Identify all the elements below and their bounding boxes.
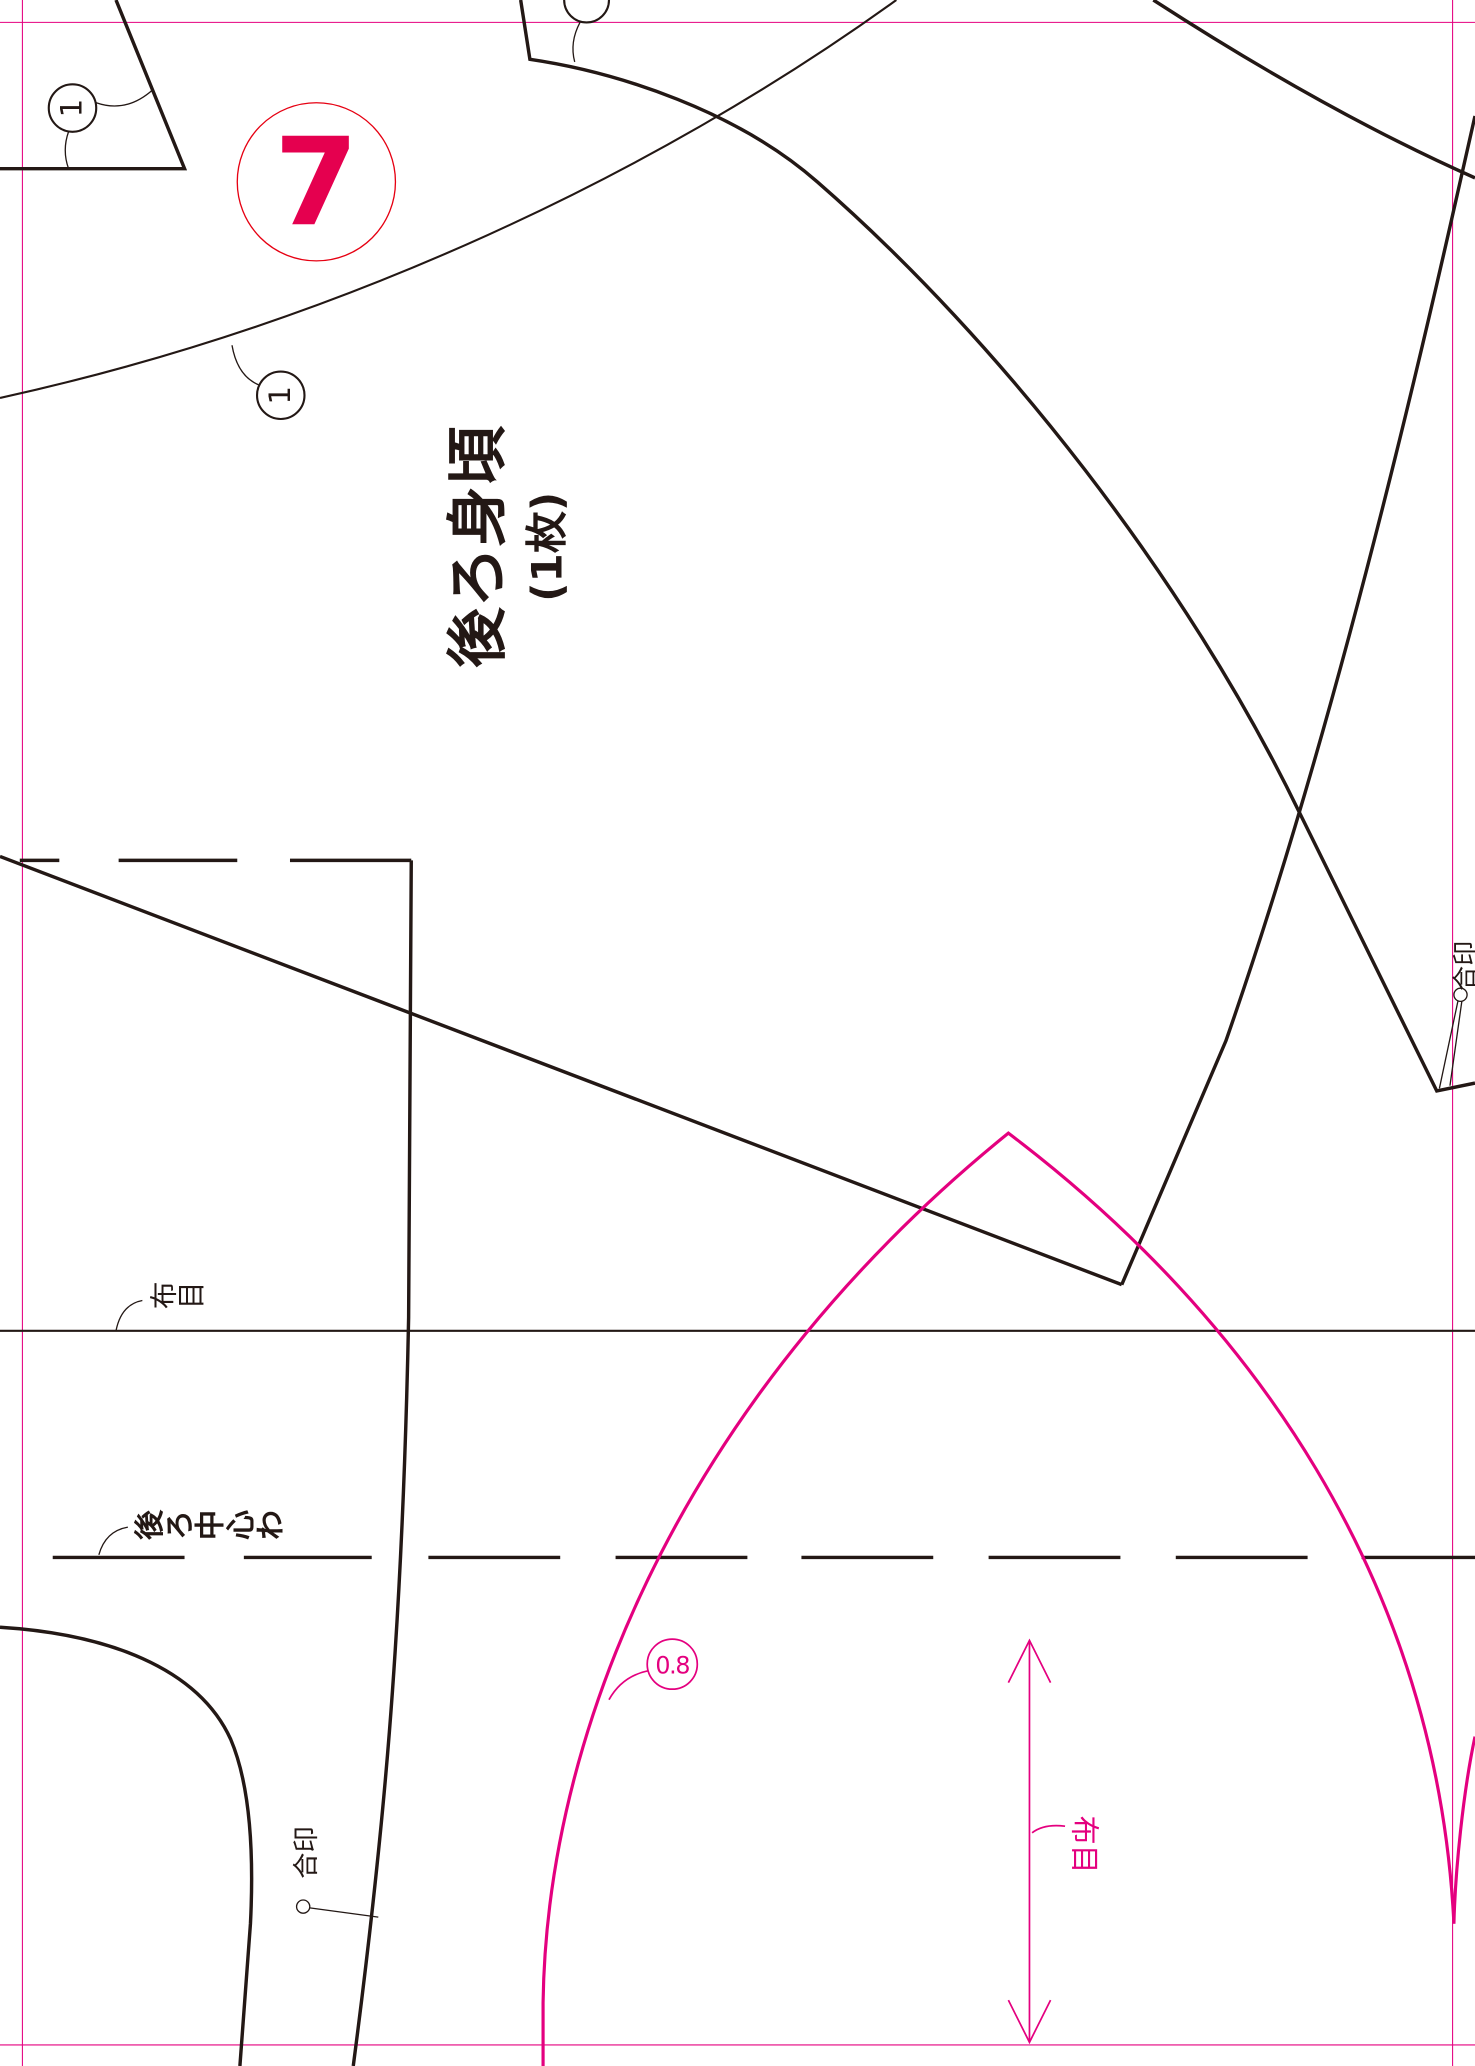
pink-grain-arrow: 布目 <box>1007 1638 1101 2045</box>
center-back-fold-leader <box>98 1526 128 1555</box>
match-mark-right: 合印 <box>1438 941 1475 1089</box>
notch-circle <box>563 0 611 24</box>
notch-number: 1 <box>55 99 89 117</box>
grain-arrow-head-top <box>1007 1638 1052 1683</box>
match-mark-leader <box>1438 1001 1459 1089</box>
match-mark-left: 合印 <box>292 1826 379 1918</box>
notch-leader <box>572 22 581 63</box>
page-number-badge: 7 <box>236 102 397 262</box>
page-number: 7 <box>274 111 358 253</box>
page-number-circle <box>236 102 397 262</box>
piece-quantity: (1枚) <box>523 492 572 602</box>
notch-circle <box>47 83 98 133</box>
side-seam-line <box>1120 115 1475 1286</box>
match-mark-dot <box>295 1899 311 1914</box>
seam-allowance-marker: 0.8 <box>608 1638 699 1701</box>
seam-allowance-leader <box>608 1669 649 1701</box>
grain-arrow-leader <box>1031 1824 1066 1834</box>
notch-number: 1 <box>263 386 297 404</box>
pink-piece-edge-right <box>1452 1736 1475 1924</box>
notch-marker-neckline: 1 <box>231 345 306 421</box>
notch-circle <box>255 370 306 421</box>
shoulder-line <box>1152 0 1475 180</box>
notch-leader <box>96 89 154 107</box>
match-mark-label: 合印 <box>1451 941 1475 991</box>
pink-grain-label: 布目 <box>1067 1816 1101 1874</box>
piece-name: 後ろ身頃 <box>443 425 513 668</box>
notch-leader <box>64 131 70 169</box>
match-mark-leader <box>309 1907 379 1918</box>
seam-allowance-circle <box>646 1638 699 1691</box>
lower-left-curve <box>0 1625 254 2066</box>
hem-line <box>0 854 1123 1287</box>
match-mark-leader <box>1449 1001 1463 1086</box>
center-vertical-line <box>351 860 413 2066</box>
pink-piece-outline <box>541 1131 1456 2066</box>
notch-leader <box>231 345 259 386</box>
match-mark-label: 合印 <box>292 1826 322 1879</box>
top-left-piece-outline <box>0 0 188 171</box>
grain-arrow-head-bottom <box>1007 1999 1052 2045</box>
match-mark-dot <box>1453 987 1468 1003</box>
center-back-fold-label: 後ろ中心わ <box>133 1510 285 1546</box>
grain-line-label: 布目 <box>149 1281 204 1314</box>
notch-marker-top-left: 1 <box>47 83 154 169</box>
armhole-curve <box>518 0 1475 1093</box>
seam-allowance-value: 0.8 <box>655 1651 689 1679</box>
grain-line-leader <box>115 1299 143 1331</box>
neckline-curve <box>0 0 897 399</box>
notch-marker-top-partial <box>563 0 611 63</box>
